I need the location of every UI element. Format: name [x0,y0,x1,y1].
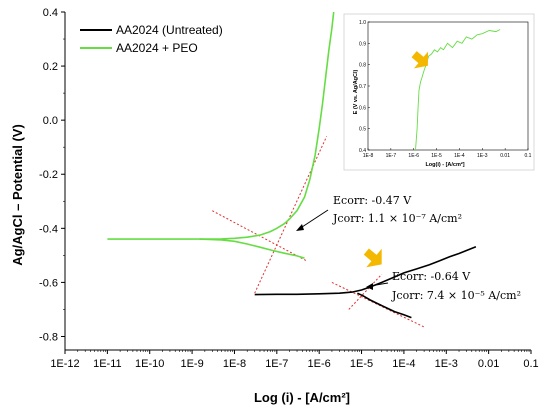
tangent-line-3 [348,273,383,310]
annotation-untreated-jcorr: Jcorr: 7.4 × 10⁻⁵ A/cm² [391,289,521,302]
inset-chart: 1E-8 1E-7 1E-6 1E-5 1E-4 1E-3 0.01 0.1 0.4 0.5 0.6… [343,13,535,171]
x-tick-label: 1E-7 [265,358,288,370]
annotation-untreated: Ecorr: -0.64 V Jcorr: 7.4 × 10⁻⁵ A/cm² [366,270,521,302]
series-group [107,12,477,319]
x-tick-label: 1E-12 [50,358,79,370]
legend-label-untreated: AA2024 (Untreated) [116,23,223,37]
series-untreated-branch-0 [254,245,477,296]
y-tick-label: -0.8 [39,331,58,343]
inset-x-tick-label: 1E-3 [477,153,488,159]
inset-y-tick-label: 0.9 [359,41,366,47]
x-tick-label: 0.1 [523,358,538,370]
inset-highlight-arrow-icon [411,51,429,69]
y-tick-label: 0.2 [43,61,58,73]
tangent-line-1 [254,136,328,294]
annotation-peo-jcorr: Jcorr: 1.1 × 10⁻⁷ A/cm² [332,212,462,225]
y-tick-label: 0.4 [43,7,58,19]
y-tick-label: -0.6 [39,277,58,289]
inset-y-tick-label: 1.0 [359,20,366,26]
inset-x-tick-label: 1E-6 [408,153,419,159]
inset-y-tick-label: 0.4 [359,148,366,154]
x-tick-label: 1E-8 [223,358,246,370]
series-peo-branch-0 [107,12,335,240]
x-axis-title: Log (i) - [A/cm²] [254,390,350,405]
y-tick-label: 0.0 [43,115,58,127]
y-tick-label: -0.4 [39,223,58,235]
legend: AA2024 (Untreated) AA2024 + PEO [80,23,223,55]
inset-x-tick-label: 1E-7 [386,153,397,159]
y-tick-label: -0.2 [39,169,58,181]
ticks: 1E-12 1E-11 1E-10 1E-9 1E-8 1E-7 1E-6 1E-5 1E-4 1… [39,7,539,370]
x-tick-label: 1E-10 [135,358,164,370]
legend-label-peo: AA2024 + PEO [116,41,198,55]
annotation-untreated-ecorr: Ecorr: -0.64 V [392,270,471,283]
inset-x-tick-label: 0.01 [500,153,510,159]
inset-x-tick-label: 1E-4 [454,153,465,159]
inset-x-tick-label: 1E-8 [363,153,374,159]
x-tick-label: 1E-9 [180,358,203,370]
y-axis-title: Ag/AgCl – Potential (V) [10,124,25,266]
inset-series [415,29,501,151]
series-peo-branch-1 [199,238,305,259]
inset-y-tick-label: 0.7 [359,84,366,90]
x-tick-label: 1E-4 [392,358,415,370]
inset-background [343,13,535,171]
annotation-peo-pointer [298,209,329,230]
inset-y-tick-label: 0.5 [359,127,366,133]
tangent-line-2 [331,281,425,328]
inset-axes: 1E-8 1E-7 1E-6 1E-5 1E-4 1E-3 0.01 0.1 0.4 0.5 0.6… [359,20,532,159]
annotation-peo-pointer-head [296,224,304,231]
inset-x-tick-label: 0.1 [525,153,532,159]
x-tick-label: 1E-11 [93,358,122,370]
annotation-untreated-pointer-head [366,283,373,290]
x-tick-label: 1E-3 [435,358,458,370]
axes [64,12,531,351]
x-tick-label: 1E-6 [308,358,331,370]
series-untreated-branch-1 [357,292,412,319]
x-tick-label: 0.01 [478,358,499,370]
inset-y-axis-title: E (V vs. Ag/AgCl) [353,69,359,114]
inset-x-tick-label: 1E-5 [431,153,442,159]
inset-series-line-0 [415,29,501,151]
highlight-arrow-icon [363,248,382,268]
annotation-peo: Ecorr: -0.47 V Jcorr: 1.1 × 10⁻⁷ A/cm² [296,194,462,231]
inset-y-tick-label: 0.8 [359,63,366,69]
annotation-peo-ecorr: Ecorr: -0.47 V [333,194,412,207]
inset-y-tick-label: 0.6 [359,105,366,111]
inset-x-axis-title: Log(i) - [A/cm²] [425,161,464,168]
x-tick-label: 1E-5 [350,358,373,370]
